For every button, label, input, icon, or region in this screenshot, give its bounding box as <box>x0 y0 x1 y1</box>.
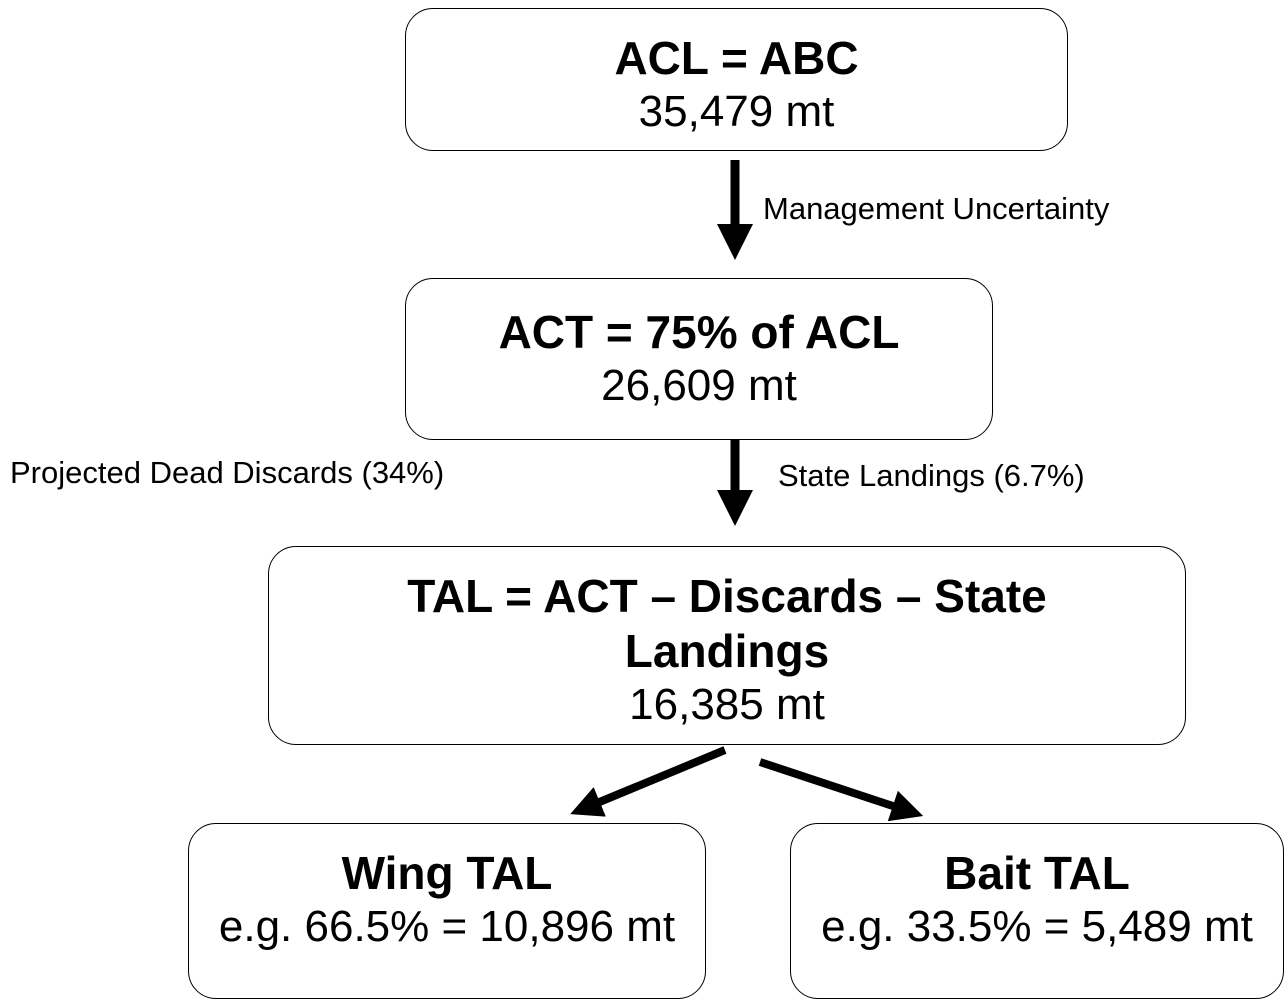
node-value: 16,385 mt <box>629 680 825 730</box>
node-title: Bait TAL <box>944 847 1130 899</box>
node-value: e.g. 33.5% = 5,489 mt <box>821 902 1253 952</box>
node-box: ACL = ABC 35,479 mt <box>405 8 1068 151</box>
node-value: 26,609 mt <box>601 361 797 411</box>
arrow <box>570 746 727 817</box>
arrow <box>758 758 924 822</box>
node-box: Bait TAL e.g. 33.5% = 5,489 mt <box>790 823 1284 999</box>
node-box: ACT = 75% of ACL 26,609 mt <box>405 278 993 440</box>
node-value: e.g. 66.5% = 10,896 mt <box>218 902 676 952</box>
node-value: 35,479 mt <box>638 87 835 137</box>
edge-label: Projected Dead Discards (34%) <box>10 455 445 490</box>
node-title: ACL = ABC <box>614 32 859 84</box>
edge-label: State Landings (6.7%) <box>778 458 1085 493</box>
node-box: TAL = ACT – Discards – State Landings 16… <box>268 546 1186 745</box>
node-box: Wing TAL e.g. 66.5% = 10,896 mt <box>188 823 706 999</box>
node-title: TAL = ACT – Discards – State Landings <box>407 570 1047 678</box>
edge-label: Management Uncertainty <box>763 191 1110 226</box>
node-title: Wing TAL <box>341 847 553 899</box>
node-title: ACT = 75% of ACL <box>498 306 900 358</box>
